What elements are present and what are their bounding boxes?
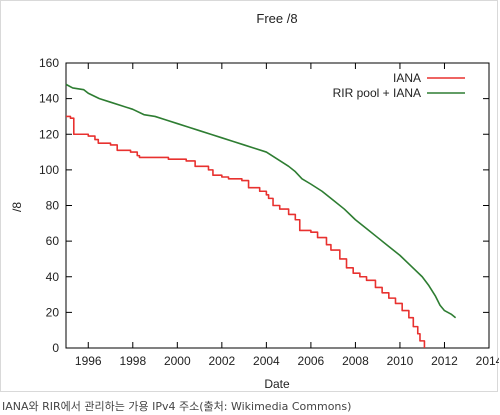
y-tick-label: 20 [46, 305, 60, 319]
x-tick-label: 2004 [253, 354, 280, 368]
y-tick-label: 60 [46, 234, 60, 248]
x-tick-label: 2000 [164, 354, 191, 368]
x-axis-label: Date [264, 377, 290, 391]
x-tick-label: 2010 [387, 354, 414, 368]
y-tick-label: 140 [39, 92, 59, 106]
y-tick-label: 100 [39, 163, 59, 177]
series-line-0 [66, 115, 426, 348]
x-tick-label: 2002 [208, 354, 235, 368]
figure-caption: IANA와 RIR에서 관리하는 가용 IPv4 주소(출처: Wikimedi… [2, 400, 352, 413]
y-tick-label: 120 [39, 127, 59, 141]
chart-title: Free /8 [256, 11, 297, 26]
y-tick-label: 40 [46, 270, 60, 284]
legend-label-1: RIR pool + IANA [333, 86, 421, 100]
y-axis-label: /8 [10, 202, 24, 212]
y-tick-label: 0 [52, 341, 59, 355]
x-tick-label: 2006 [298, 354, 325, 368]
legend-label-0: IANA [393, 71, 421, 85]
line-chart: Free /8 /8 Date 0 20 40 60 80 100 120 140 160 199… [10, 11, 499, 391]
x-tick-label: 2008 [342, 354, 369, 368]
series-layer [65, 83, 457, 348]
x-tick-label: 1996 [75, 354, 102, 368]
chart-frame: Free /8 /8 Date 0 20 40 60 80 100 120 140 160 199… [0, 0, 499, 392]
axes: 0 20 40 60 80 100 120 140 160 1996 1998 2000 2002 200… [39, 56, 499, 368]
series-line-1 [65, 83, 457, 319]
y-tick-label: 160 [39, 56, 59, 70]
x-tick-label: 1998 [119, 354, 146, 368]
x-tick-label: 2012 [431, 354, 458, 368]
y-tick-label: 80 [46, 199, 60, 213]
